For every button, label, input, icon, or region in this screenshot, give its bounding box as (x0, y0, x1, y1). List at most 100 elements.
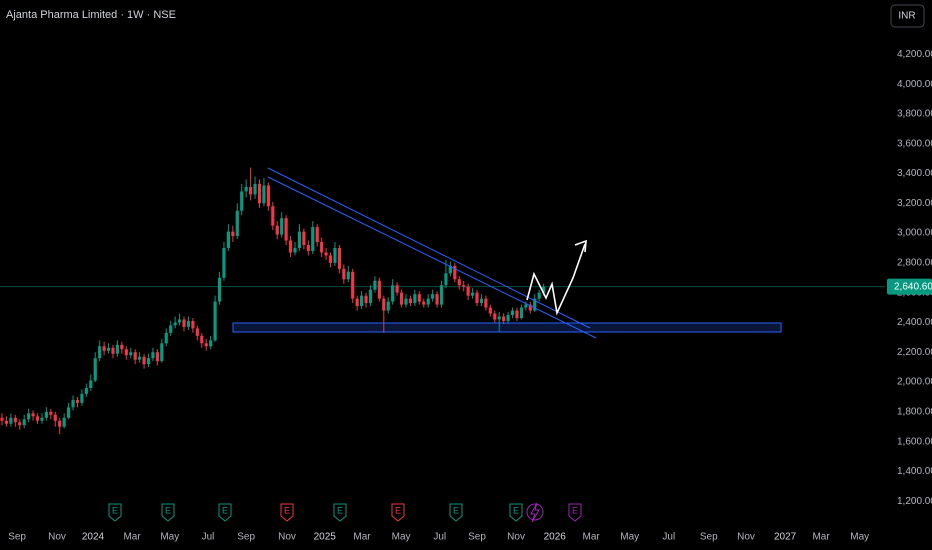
candle-body (102, 346, 106, 351)
candle-body (502, 316, 506, 321)
event-icon[interactable] (218, 503, 232, 522)
x-tick-label: Nov (48, 532, 66, 543)
candle-body (431, 294, 435, 299)
x-tick-label: Mar (582, 532, 600, 543)
y-tick-label: 3,200.00 (897, 198, 932, 209)
y-tick-label: 2,200.00 (897, 347, 932, 358)
last-price-label: 2,640.60 (894, 281, 932, 292)
x-tick-label: Jul (662, 532, 675, 543)
candle-body (71, 399, 75, 408)
candle-body (417, 294, 421, 302)
y-tick-label: 3,800.00 (897, 109, 932, 120)
dividend-icon-ring[interactable] (526, 503, 544, 521)
candle-body (244, 186, 248, 192)
event-label[interactable]: E (395, 505, 401, 515)
x-tick-label: Jul (202, 532, 215, 543)
event-icon[interactable] (509, 503, 523, 522)
candle-body (408, 298, 413, 304)
candle-body (346, 271, 350, 280)
event-label[interactable]: E (112, 505, 118, 515)
candle-body (75, 399, 80, 403)
candle-body (129, 352, 133, 356)
event-icon[interactable] (280, 503, 294, 522)
candle-body (439, 285, 444, 305)
candle-body (40, 417, 44, 421)
candle-body (293, 247, 297, 253)
x-tick-label: May (392, 532, 411, 543)
y-tick-label: 2,000.00 (897, 377, 932, 388)
dividend-icon[interactable] (530, 502, 540, 523)
candle-body (484, 298, 488, 308)
candle-body (351, 271, 355, 299)
candle-body (4, 420, 9, 424)
candle-body (399, 292, 404, 305)
event-icon[interactable] (449, 503, 463, 522)
candle-body (426, 298, 430, 305)
candle-body (488, 307, 492, 314)
projection-arrowhead (574, 239, 587, 253)
x-tick-label: Sep (468, 532, 486, 543)
candle-body (249, 186, 253, 195)
x-tick-label: Mar (353, 532, 371, 543)
candle-body (120, 344, 124, 350)
event-label[interactable]: E (572, 505, 578, 515)
currency-button[interactable] (890, 4, 925, 28)
candle-body (528, 304, 532, 311)
candle-body (462, 285, 466, 287)
candle-body (475, 292, 479, 304)
candle-body (524, 304, 528, 308)
candle-body (138, 356, 142, 360)
candle-body (262, 185, 266, 204)
x-tick-label: Nov (737, 532, 755, 543)
drawings (232, 167, 782, 523)
x-tick-label: 2025 (314, 532, 337, 543)
event-label[interactable]: E (284, 505, 290, 515)
candle-body (537, 292, 541, 299)
candle-body (493, 313, 497, 320)
candle-body (93, 358, 97, 381)
x-tick-label: 2026 (544, 532, 567, 543)
last-price-box (887, 278, 932, 295)
event-icon[interactable] (333, 503, 347, 522)
candle-body (359, 295, 364, 307)
event-icon[interactable] (568, 503, 582, 522)
event-label[interactable]: E (222, 505, 228, 515)
event-label[interactable]: E (453, 505, 459, 515)
candle-body (413, 294, 417, 304)
event-icon[interactable] (161, 503, 175, 522)
candle-body (470, 292, 475, 296)
candle-body (115, 344, 120, 354)
candle-body (49, 411, 53, 415)
event-label[interactable]: E (513, 505, 519, 515)
candle-body (395, 285, 399, 293)
x-tick-label: Jul (433, 532, 446, 543)
x-tick-label: Sep (700, 532, 718, 543)
candle-body (453, 265, 457, 280)
candle-body (497, 316, 501, 320)
currency-label[interactable]: INR (898, 11, 915, 22)
candle-body (373, 280, 377, 290)
candle-body (368, 289, 373, 304)
candle-body (146, 358, 151, 365)
x-tick-label: Mar (123, 532, 141, 543)
event-label[interactable]: E (165, 505, 171, 515)
candle-body (404, 298, 408, 305)
event-label[interactable]: E (337, 505, 343, 515)
candle-body (66, 407, 71, 418)
candle-body (84, 387, 88, 394)
candle-body (284, 218, 288, 241)
candle-body (111, 347, 115, 354)
candle-body (519, 307, 524, 318)
candle-body (44, 411, 48, 418)
event-icon[interactable] (108, 503, 122, 522)
x-tick-label: 2024 (82, 532, 105, 543)
support-zone (232, 322, 782, 333)
candle-body (266, 185, 270, 207)
candle-body (311, 227, 315, 251)
y-tick-label: 1,200.00 (897, 496, 932, 507)
event-icon[interactable] (391, 503, 405, 522)
